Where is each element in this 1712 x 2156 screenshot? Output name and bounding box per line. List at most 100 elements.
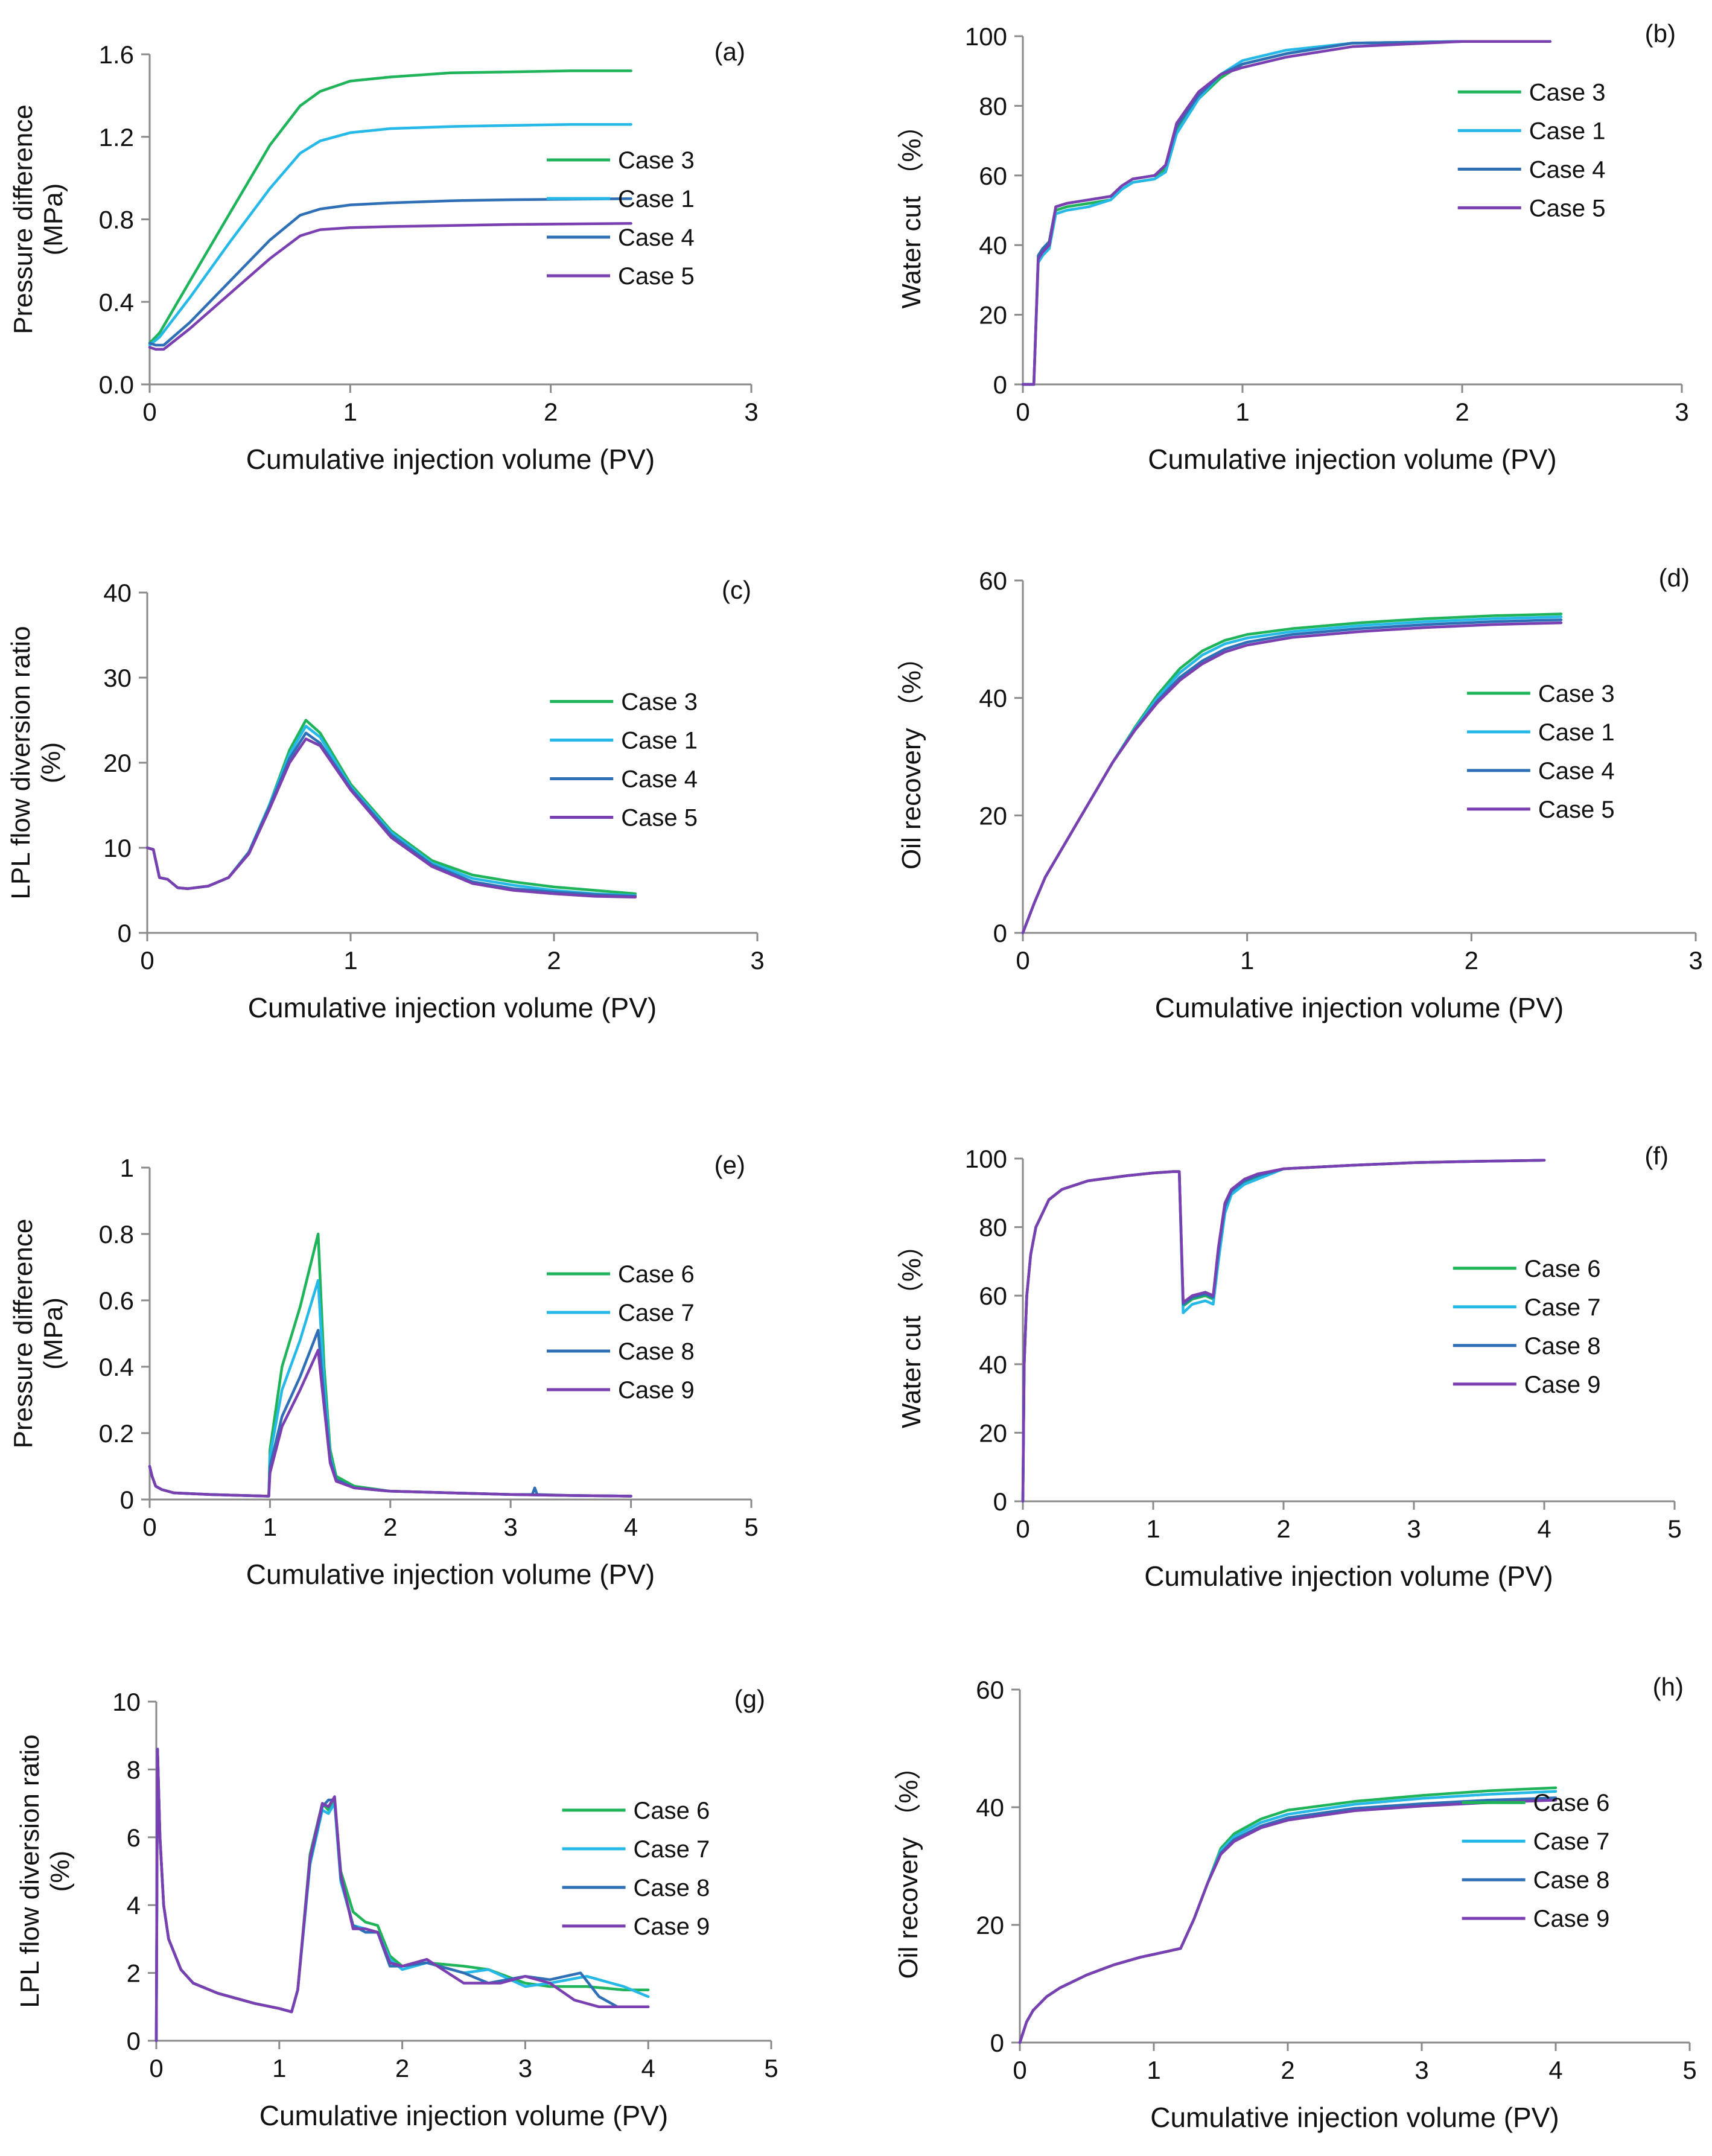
legend-label: Case 5 bbox=[1529, 195, 1606, 221]
x-tick-label: 0 bbox=[1016, 398, 1029, 426]
y-tick-label: 0.0 bbox=[99, 370, 134, 399]
y-tick-label: 1 bbox=[120, 1154, 134, 1182]
legend-label: Case 5 bbox=[621, 804, 698, 831]
y-tick-label: 0 bbox=[993, 919, 1007, 947]
legend-label: Case 4 bbox=[1538, 758, 1615, 784]
x-tick-label: 0 bbox=[140, 946, 154, 975]
series-line-case-3 bbox=[145, 719, 637, 895]
x-tick-label: 3 bbox=[1414, 2056, 1428, 2084]
legend-label: Case 6 bbox=[1524, 1256, 1601, 1282]
panel-label: (d) bbox=[1659, 564, 1690, 592]
y-tick-label: 80 bbox=[979, 92, 1007, 120]
series-line-case-1 bbox=[1021, 40, 1551, 386]
y-tick-label: 0.2 bbox=[99, 1419, 134, 1448]
x-tick-label: 1 bbox=[1240, 946, 1254, 975]
x-tick-label: 3 bbox=[1688, 946, 1702, 975]
y-axis-title: (%) bbox=[36, 742, 66, 783]
legend-label: Case 6 bbox=[634, 1798, 710, 1824]
chart-panel-e: 0 1 2 3 4 5 0 0.2 0.4 0.6 0.8 1 Cumulative injection… bbox=[8, 1151, 759, 1590]
legend-label: Case 7 bbox=[1533, 1828, 1610, 1855]
series-line-case-5 bbox=[1021, 40, 1551, 386]
x-tick-label: 5 bbox=[1667, 1515, 1681, 1543]
series-line-case-4 bbox=[145, 731, 637, 898]
x-tick-label: 0 bbox=[1016, 946, 1029, 975]
x-tick-label: 1 bbox=[343, 946, 357, 975]
chart-panel-a: 0 1 2 3 0.0 0.4 0.8 1.2 1.6 Cumulative injection … bbox=[8, 37, 759, 475]
y-tick-label: 2 bbox=[127, 1959, 141, 1988]
panel-label: (f) bbox=[1644, 1142, 1669, 1170]
x-tick-label: 1 bbox=[343, 398, 357, 426]
panel-label: (c) bbox=[722, 576, 751, 604]
x-tick-label: 3 bbox=[750, 946, 764, 975]
x-tick-label: 4 bbox=[641, 2054, 655, 2082]
series-line-case-9 bbox=[1018, 1799, 1558, 2044]
series-line-case-5 bbox=[145, 737, 637, 899]
legend-label: Case 9 bbox=[1524, 1372, 1601, 1398]
legend-label: Case 7 bbox=[1524, 1294, 1601, 1321]
x-tick-label: 1 bbox=[1147, 2056, 1160, 2084]
y-tick-label: 100 bbox=[965, 1145, 1007, 1173]
legend-label: Case 1 bbox=[1529, 118, 1606, 144]
series-line-case-9 bbox=[154, 1747, 650, 2043]
y-tick-label: 0 bbox=[120, 1486, 134, 1514]
y-tick-label: 20 bbox=[979, 1419, 1007, 1447]
legend-label: Case 1 bbox=[621, 727, 698, 754]
y-tick-label: 0 bbox=[993, 370, 1007, 399]
legend-label: Case 3 bbox=[1529, 79, 1606, 106]
y-axis-title: Oil recovery （%） bbox=[894, 1753, 923, 1979]
y-axis-title: Pressure difference bbox=[8, 1219, 38, 1449]
y-tick-label: 30 bbox=[103, 664, 132, 692]
x-tick-label: 2 bbox=[547, 946, 561, 975]
x-tick-label: 0 bbox=[142, 1513, 156, 1541]
y-tick-label: 10 bbox=[112, 1688, 141, 1716]
x-axis-title: Cumulative injection volume (PV) bbox=[259, 2100, 669, 2131]
y-axis-title: Water cut （%） bbox=[897, 112, 926, 309]
x-tick-label: 3 bbox=[1675, 398, 1688, 426]
y-tick-label: 40 bbox=[976, 1793, 1004, 1822]
x-axis-title: Cumulative injection volume (PV) bbox=[1148, 444, 1557, 475]
legend-label: Case 8 bbox=[1524, 1333, 1601, 1359]
chart-panel-g: 0 1 2 3 4 5 0 2 4 6 8 10 Cumulative injection volume… bbox=[15, 1685, 778, 2131]
series-line-case-9 bbox=[148, 1349, 632, 1498]
y-axis-title: Oil recovery （%） bbox=[897, 644, 926, 870]
y-tick-label: 20 bbox=[103, 749, 132, 777]
y-tick-label: 0 bbox=[127, 2027, 141, 2055]
y-axis-title: Pressure difference bbox=[8, 104, 38, 334]
series-line-case-9 bbox=[1021, 1159, 1546, 1503]
x-tick-label: 0 bbox=[142, 398, 156, 426]
panel-label: (g) bbox=[734, 1685, 765, 1713]
y-axis-title: Water cut （%） bbox=[897, 1232, 926, 1428]
y-tick-label: 20 bbox=[976, 1911, 1004, 1939]
series-line-case-7 bbox=[1021, 1159, 1546, 1503]
y-tick-label: 20 bbox=[979, 801, 1007, 830]
legend-label: Case 7 bbox=[634, 1836, 710, 1863]
x-tick-label: 0 bbox=[1013, 2056, 1026, 2084]
legend-label: Case 4 bbox=[618, 224, 695, 251]
x-tick-label: 3 bbox=[518, 2054, 532, 2082]
chart-panel-b: 0 1 2 3 0 20 40 60 80 100 Cumulative injection vol… bbox=[897, 19, 1689, 475]
x-tick-label: 2 bbox=[383, 1513, 397, 1541]
legend-label: Case 8 bbox=[618, 1338, 695, 1365]
y-tick-label: 0.4 bbox=[99, 1353, 134, 1381]
x-tick-label: 1 bbox=[263, 1513, 277, 1541]
x-axis-title: Cumulative injection volume (PV) bbox=[246, 1559, 655, 1590]
legend-label: Case 3 bbox=[621, 688, 698, 715]
series-line-case-4 bbox=[148, 197, 632, 347]
legend-label: Case 4 bbox=[621, 766, 698, 792]
legend-label: Case 6 bbox=[1533, 1790, 1610, 1816]
series-line-case-8 bbox=[1021, 1159, 1546, 1503]
y-tick-label: 20 bbox=[979, 301, 1007, 329]
y-tick-label: 80 bbox=[979, 1213, 1007, 1242]
legend-label: Case 9 bbox=[1533, 1906, 1610, 1932]
x-tick-label: 2 bbox=[395, 2054, 409, 2082]
x-tick-label: 4 bbox=[1548, 2056, 1562, 2084]
y-tick-label: 60 bbox=[979, 162, 1007, 190]
x-tick-label: 3 bbox=[744, 398, 758, 426]
series-line-case-5 bbox=[1021, 621, 1563, 935]
y-tick-label: 0.8 bbox=[99, 206, 134, 234]
x-axis-title: Cumulative injection volume (PV) bbox=[1150, 2102, 1559, 2133]
legend-label: Case 9 bbox=[618, 1377, 695, 1404]
y-tick-label: 0 bbox=[118, 919, 132, 947]
chart-panel-d: 0 1 2 3 0 20 40 60 Cumulative injection volume (… bbox=[897, 564, 1703, 1023]
